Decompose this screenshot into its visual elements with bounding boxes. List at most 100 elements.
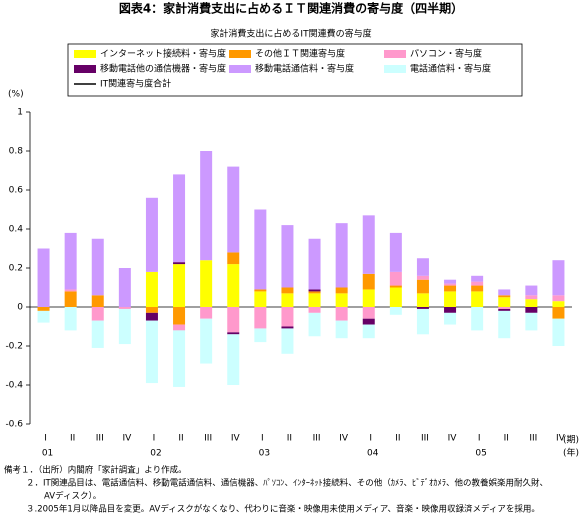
bar-segment xyxy=(362,289,375,307)
x-tick-label: I xyxy=(261,434,264,444)
bar-segment xyxy=(254,291,267,307)
legend-label: IT関連寄与度合計 xyxy=(100,78,171,90)
bar-segment xyxy=(552,295,565,302)
x-tick-label: IV xyxy=(339,434,349,444)
bar-segment xyxy=(552,318,565,346)
year-label: 02 xyxy=(150,449,161,459)
legend-label: その他ＩＴ関連寄与度 xyxy=(255,48,345,60)
bar-segment xyxy=(281,293,294,307)
legend-label: 移動電話通信料・寄与度 xyxy=(255,63,354,75)
bar-segment xyxy=(37,248,50,307)
bar-segment xyxy=(552,301,565,307)
bar-segment xyxy=(227,166,240,253)
bar-segment xyxy=(335,307,348,321)
bar-segment xyxy=(362,307,375,319)
bar-segment xyxy=(471,291,484,307)
y-unit: (%) xyxy=(8,90,24,100)
bar-segment xyxy=(173,324,186,331)
bar-segment xyxy=(281,328,294,354)
bar-segment xyxy=(444,285,457,292)
legend-swatch xyxy=(384,65,406,73)
bar-segment xyxy=(308,307,321,313)
bar-segment xyxy=(498,307,511,309)
bar-segment xyxy=(145,320,158,384)
bar-segment xyxy=(335,223,348,288)
legend-label: インターネット接続料・寄与度 xyxy=(100,48,226,60)
x-tick-label: I xyxy=(44,434,47,444)
bar-segment xyxy=(145,271,158,307)
bar-segment xyxy=(145,312,158,321)
bar-segment xyxy=(308,238,321,290)
bar-segment xyxy=(281,287,294,294)
legend-box xyxy=(67,43,523,97)
legend-swatch xyxy=(384,50,406,58)
bar-segment xyxy=(444,307,457,313)
bar-segment xyxy=(227,332,240,335)
bar-segment xyxy=(525,307,538,313)
bar-segment xyxy=(525,299,538,307)
x-tick-label: IV xyxy=(448,434,458,444)
bar-segment xyxy=(335,287,348,294)
bar-segment xyxy=(362,324,375,339)
x-tick-label: II xyxy=(70,434,75,444)
bar-segment xyxy=(281,326,294,329)
bar-segment xyxy=(64,291,77,307)
bar-segment xyxy=(471,285,484,292)
x-tick-label: I xyxy=(369,434,372,444)
bar-segment xyxy=(91,295,104,307)
bar-segment xyxy=(498,308,511,311)
legend-swatch xyxy=(229,65,251,73)
bar-segment xyxy=(254,289,267,292)
bar-segment xyxy=(335,320,348,339)
bar-segment xyxy=(308,291,321,294)
bar-segment xyxy=(173,174,186,263)
bar-segment xyxy=(227,307,240,333)
bar-segment xyxy=(444,283,457,286)
bar-segment xyxy=(362,215,375,274)
bar-segment xyxy=(362,273,375,290)
legend-label: 電話通信料・寄与度 xyxy=(410,63,491,75)
x-tick-label: I xyxy=(153,434,156,444)
bar-segment xyxy=(281,225,294,288)
chart-title: 図表4：家計消費支出に占めるＩＴ関連消費の寄与度（四半期） xyxy=(119,1,463,16)
bar-segment xyxy=(145,307,158,313)
bar-segment xyxy=(525,295,538,300)
bar-segment xyxy=(254,328,267,343)
year-unit: (年) xyxy=(563,447,579,459)
note: 備考１．（出所）内閣府「家計調査」より作成。 xyxy=(4,465,187,476)
bar-segment xyxy=(118,268,131,307)
bar-segment xyxy=(200,151,213,261)
bar-segment xyxy=(227,334,240,385)
y-tick-label: 1 xyxy=(17,108,23,118)
year-label: 04 xyxy=(367,449,379,459)
bar-segment xyxy=(389,271,402,286)
y-tick-label: -0.6 xyxy=(5,420,23,430)
legend-label: 移動電話他の通信機器・寄与度 xyxy=(100,63,226,75)
y-tick-label: -0.2 xyxy=(5,342,23,352)
bar-segment xyxy=(498,289,511,296)
bar-segment xyxy=(64,289,77,292)
bar-segment xyxy=(145,197,158,272)
bar-segment xyxy=(416,308,429,335)
bar-segment xyxy=(173,264,186,307)
bar-segment xyxy=(227,252,240,265)
bar-segment xyxy=(471,275,484,282)
bar-segment xyxy=(118,308,131,345)
bar-segment xyxy=(335,293,348,307)
year-label: 05 xyxy=(475,449,486,459)
bar-segment xyxy=(552,260,565,296)
bar-segment xyxy=(64,232,77,290)
bar-segment xyxy=(308,293,321,307)
bar-segment xyxy=(416,258,429,276)
bar-segment xyxy=(200,307,213,319)
bar-segment xyxy=(173,262,186,265)
bar-segment xyxy=(498,295,511,298)
bar-segment xyxy=(227,264,240,307)
x-tick-label: IV xyxy=(231,434,241,444)
bar-segment xyxy=(308,312,321,337)
y-tick-label: 0.2 xyxy=(9,264,23,274)
y-tick-label: 0.6 xyxy=(9,186,24,196)
bar-segment xyxy=(389,287,402,307)
bar-segment xyxy=(37,310,50,323)
bar-segment xyxy=(416,279,429,294)
